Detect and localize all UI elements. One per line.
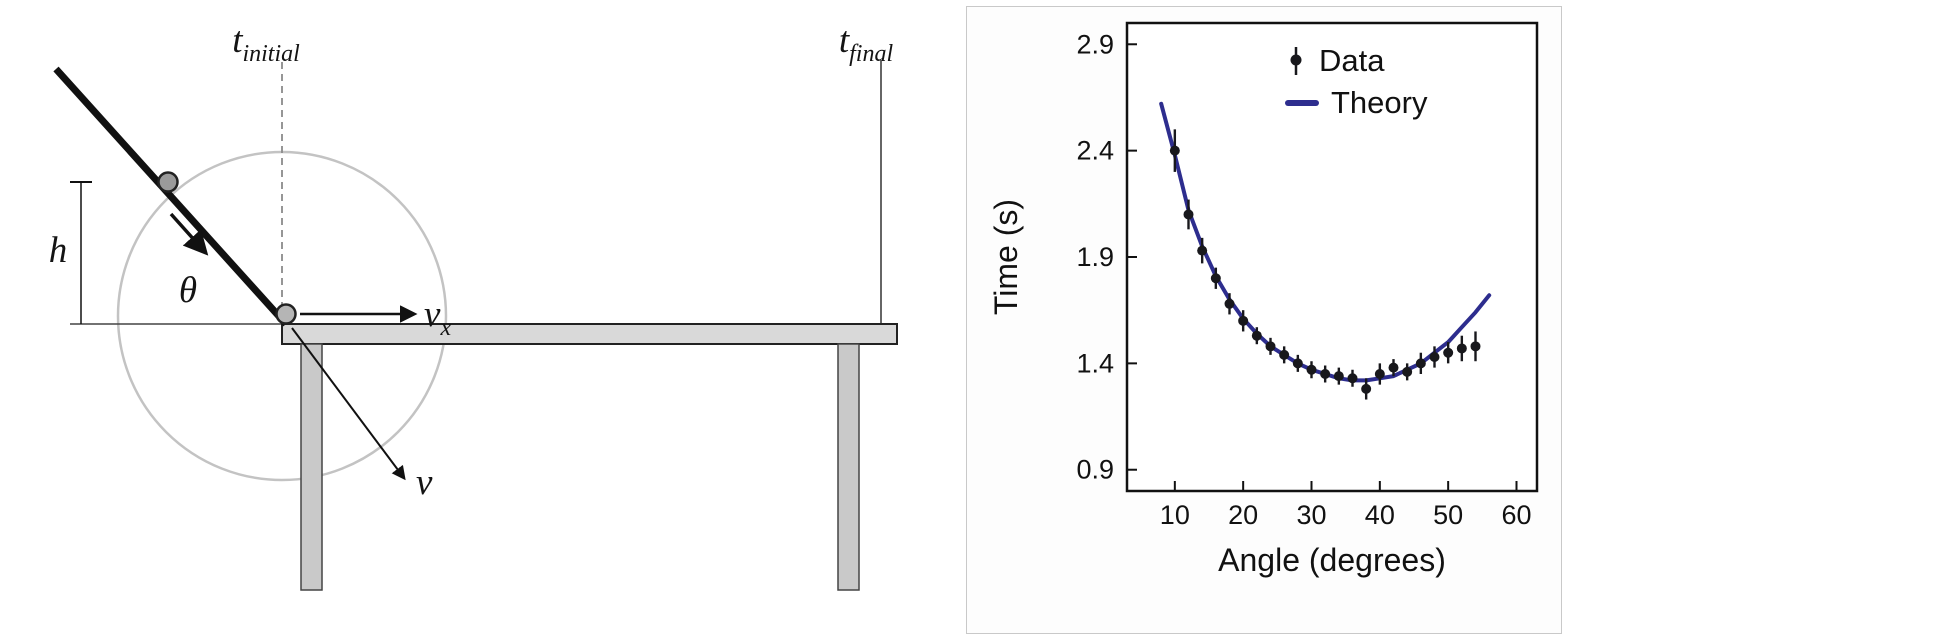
data-point (1347, 373, 1358, 384)
data-point (1183, 209, 1194, 220)
y-axis-title: Time (s) (988, 199, 1024, 315)
y-tick-label: 2.4 (1076, 136, 1114, 166)
data-point (1361, 383, 1372, 394)
chart-legend: Data Theory (1285, 43, 1427, 121)
vx-label: vx (424, 294, 451, 341)
legend-label-theory: Theory (1331, 85, 1428, 120)
data-point (1265, 341, 1276, 352)
h-label: h (49, 230, 68, 271)
legend-item-data: Data (1285, 43, 1427, 79)
data-point (1251, 330, 1262, 341)
ball-motion-arrow (169, 212, 209, 256)
y-tick-label: 1.9 (1076, 242, 1114, 272)
x-axis-title: Angle (degrees) (1218, 542, 1446, 578)
v-arrow (291, 327, 406, 481)
t-final-label: tfinal (839, 20, 894, 67)
data-point (1320, 369, 1331, 379)
theta-label: θ (179, 270, 197, 311)
data-point (1333, 371, 1344, 382)
t-final-sub: final (849, 41, 893, 67)
vx-sub: x (439, 315, 451, 341)
data-point (1374, 369, 1385, 379)
data-point (1443, 347, 1454, 358)
data-point-symbol (1290, 47, 1302, 75)
x-tick-label: 20 (1228, 500, 1258, 530)
v-label: v (416, 462, 433, 503)
data-point (1470, 341, 1481, 352)
data-point (1456, 343, 1467, 354)
t-initial-label: tinitial (232, 20, 300, 67)
table-top (281, 323, 898, 345)
legend-item-theory: Theory (1285, 85, 1427, 121)
data-point (1388, 362, 1399, 373)
table-leg-left (300, 343, 323, 591)
data-point (1169, 145, 1180, 156)
ramp (53, 66, 289, 327)
y-tick-label: 0.9 (1076, 455, 1114, 485)
data-point (1402, 366, 1413, 377)
vx-base: v (424, 294, 441, 335)
data-point (1238, 315, 1249, 326)
x-tick-label: 10 (1160, 500, 1190, 530)
x-tick-label: 60 (1501, 500, 1531, 530)
t-initial-sub: initial (242, 41, 300, 67)
chart-panel: 0.9 1.4 1.9 2.4 2.9 10 20 30 40 50 60 Time (s) Angle… (966, 6, 1562, 634)
data-point (1210, 273, 1221, 284)
y-tick-label: 2.9 (1076, 29, 1114, 59)
table-leg-right (837, 343, 860, 591)
x-tick-label: 40 (1365, 500, 1395, 530)
data-point (1292, 358, 1303, 369)
data-point (1279, 349, 1290, 360)
diagram-panel: tinitial tfinal h θ vx v (49, 20, 898, 591)
data-point (1415, 358, 1426, 369)
ball-on-ramp (157, 171, 179, 193)
chart-plot: 0.9 1.4 1.9 2.4 2.9 10 20 30 40 50 60 Time (s) Angle… (988, 21, 1539, 578)
t-final-base: t (839, 20, 851, 61)
y-tick-label: 1.4 (1076, 348, 1114, 378)
x-tick-label: 30 (1296, 500, 1326, 530)
data-point (1197, 245, 1208, 256)
legend-label-data: Data (1319, 43, 1385, 78)
ball-at-table-edge (275, 303, 297, 325)
theory-line-symbol (1285, 100, 1319, 106)
t-initial-base: t (232, 20, 244, 61)
data-point (1429, 351, 1440, 362)
data-point (1306, 364, 1317, 375)
x-tick-label: 50 (1433, 500, 1463, 530)
plot-frame (1125, 21, 1539, 493)
data-point (1224, 298, 1235, 309)
